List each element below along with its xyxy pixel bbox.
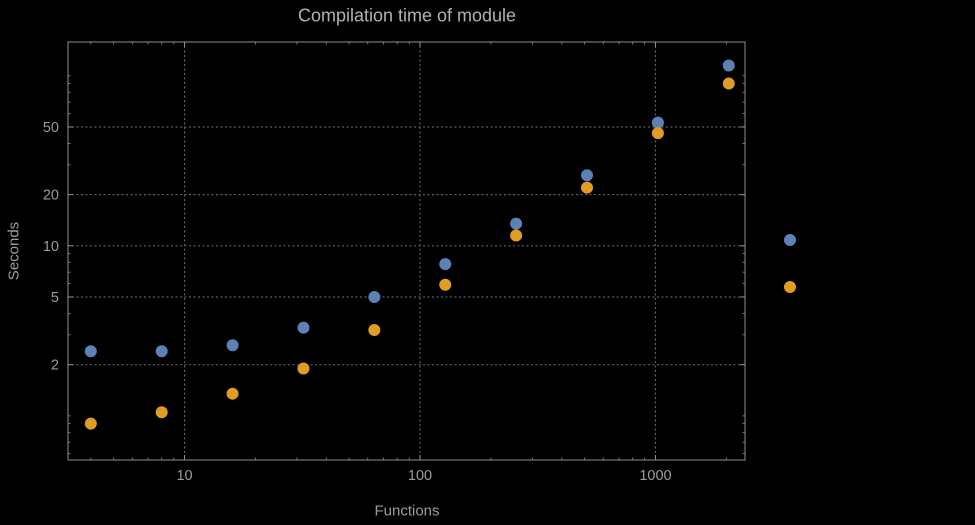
data-point-orange	[368, 323, 381, 336]
data-point-blue	[84, 345, 97, 358]
y-tick-label: 20	[43, 188, 59, 204]
data-point-blue	[226, 339, 239, 352]
data-point-orange	[651, 127, 664, 140]
chart-title: Compilation time of module	[297, 5, 517, 26]
y-tick-label: 2	[51, 358, 59, 374]
x-tick-label: 100	[408, 468, 432, 484]
x-tick-label: 1000	[639, 468, 671, 484]
data-point-orange	[297, 362, 310, 375]
legend-marker-blue	[784, 234, 796, 246]
data-point-blue	[439, 258, 452, 271]
data-point-blue	[722, 59, 735, 72]
x-tick-label: 10	[176, 468, 192, 484]
y-tick-label: 10	[43, 239, 59, 255]
y-tick-label: 5	[51, 290, 59, 306]
data-point-orange	[226, 387, 239, 400]
data-point-orange	[510, 229, 523, 242]
plot-frame	[67, 41, 746, 461]
x-axis-label: Functions	[374, 502, 440, 520]
data-point-orange	[84, 417, 97, 430]
data-point-blue	[155, 345, 168, 358]
data-point-blue	[297, 321, 310, 334]
data-point-orange	[581, 181, 594, 194]
data-point-orange	[722, 77, 735, 90]
legend-marker-orange	[784, 281, 796, 293]
data-point-blue	[368, 291, 381, 304]
data-point-orange	[439, 278, 452, 291]
data-point-orange	[155, 406, 168, 419]
data-point-blue	[510, 217, 523, 230]
data-point-blue	[651, 116, 664, 129]
y-tick-label: 50	[43, 120, 59, 136]
data-point-blue	[581, 169, 594, 182]
